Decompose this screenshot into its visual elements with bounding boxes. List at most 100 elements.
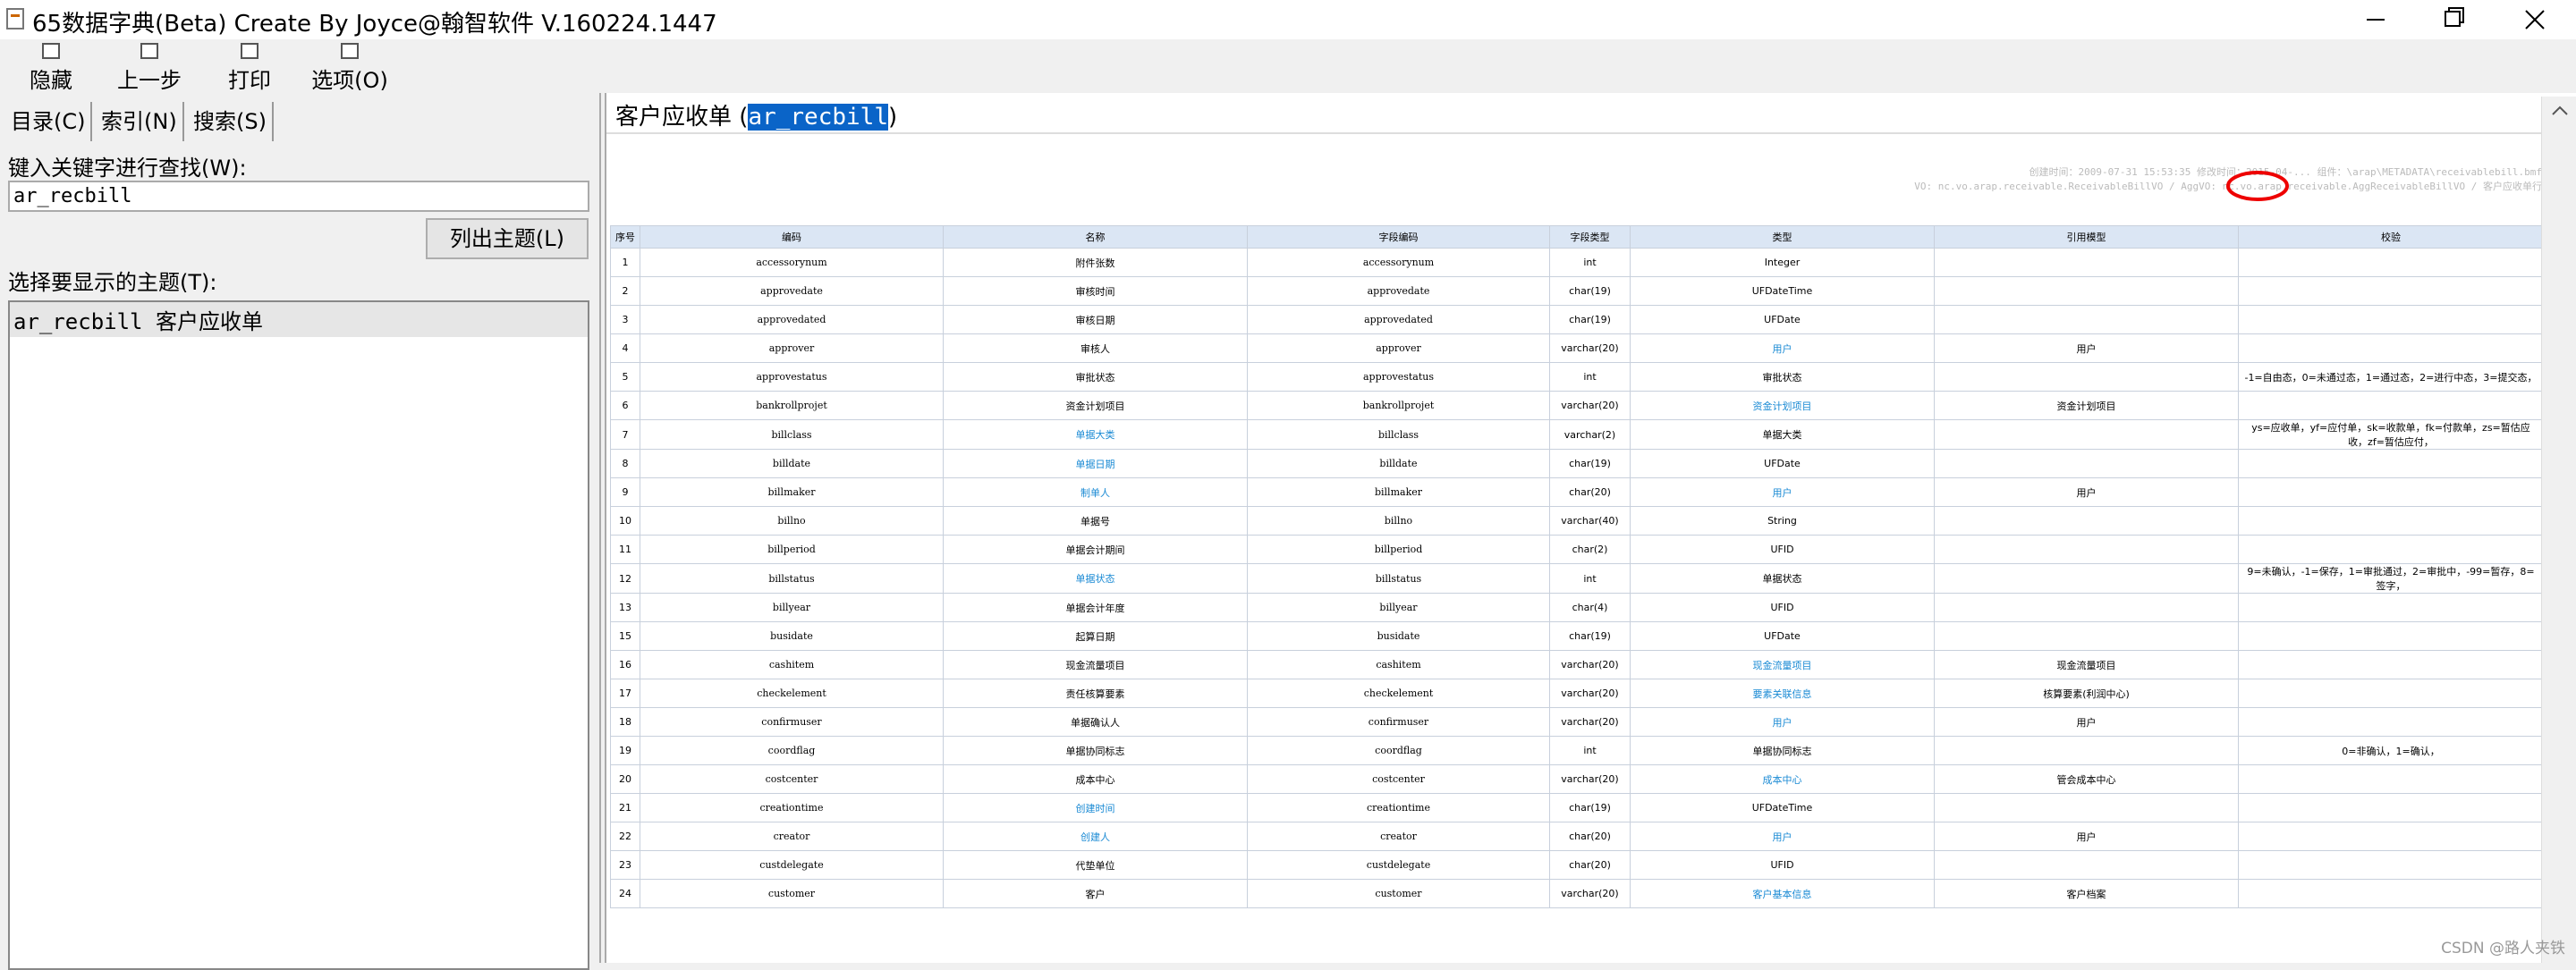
table-cell: approvedate [640, 276, 944, 306]
toolbar-label: 打印 [228, 68, 271, 93]
table-row: 11 billperiod 单据会计期间 billperiod char(2) UFID [610, 535, 2544, 564]
table-cell: 20 [610, 764, 640, 794]
table-cell: 10 [610, 506, 640, 536]
table-row: 6 bankrollprojet 资金计划项目 bankrollprojet varch… [610, 391, 2544, 420]
table-cell[interactable]: 资金计划项目 [1630, 391, 1935, 420]
header-cell: 编码 [640, 225, 944, 249]
table-cell: billclass [640, 419, 944, 450]
table-cell: 起算日期 [943, 621, 1248, 651]
table-cell: varchar(2) [1549, 419, 1631, 450]
tab[interactable]: 索引(N) [96, 102, 184, 141]
table-cell: 24 [610, 879, 640, 908]
table-cell [2238, 535, 2544, 564]
list-button[interactable]: 列出主题(L) [426, 218, 589, 259]
table-cell[interactable]: 单据大类 [943, 419, 1248, 450]
table-cell: char(20) [1549, 822, 1631, 851]
toolbar-button[interactable]: 选项(O) [305, 43, 394, 94]
table-cell: 代垫单位 [943, 850, 1248, 880]
table-cell: varchar(20) [1549, 679, 1631, 708]
table-cell: accessorynum [1247, 248, 1550, 277]
scrollbar[interactable] [2541, 97, 2576, 963]
table-cell: 2 [610, 276, 640, 306]
table-cell [1934, 793, 2239, 822]
table-cell: UFID [1630, 593, 1935, 622]
table-cell: 5 [610, 362, 640, 392]
table-cell [1934, 593, 2239, 622]
table-cell: 用户 [1934, 333, 2239, 363]
table-cell: approvedated [640, 305, 944, 334]
table-cell: billmaker [640, 477, 944, 507]
table-cell: 单据状态 [1630, 563, 1935, 594]
table-cell: checkelement [640, 679, 944, 708]
table-cell [2238, 621, 2544, 651]
toolbar-button[interactable]: 上一步 [105, 43, 194, 94]
content-panel: 客户应收单 (ar_recbill) 创建时间：2009-07-31 15:53… [605, 93, 2576, 963]
table-cell[interactable]: 创建人 [943, 822, 1248, 851]
table-cell: char(19) [1549, 449, 1631, 478]
table-row: 9 billmaker 制单人 billmaker char(20) 用户 用户 [610, 477, 2544, 507]
tab[interactable]: 搜索(S) [188, 102, 274, 141]
topic-item[interactable]: ar_recbill 客户应收单 [10, 302, 588, 337]
table-cell[interactable]: 成本中心 [1630, 764, 1935, 794]
toolbar-icon [140, 43, 158, 59]
search-label: 键入关键字进行查找(W): [8, 156, 247, 181]
table-cell[interactable]: 现金流量项目 [1630, 650, 1935, 679]
table-cell: confirmuser [640, 707, 944, 737]
table-cell [2238, 449, 2544, 478]
table-cell [2238, 822, 2544, 851]
scroll-up[interactable] [2542, 97, 2576, 123]
toolbar-icon [241, 43, 258, 59]
table-cell: costcenter [640, 764, 944, 794]
table-cell [2238, 333, 2544, 363]
table-cell [1934, 563, 2239, 594]
table-cell[interactable]: 客户基本信息 [1630, 879, 1935, 908]
table-cell[interactable]: 单据日期 [943, 449, 1248, 478]
table-cell: 12 [610, 563, 640, 594]
search-input[interactable]: ar_recbill [8, 181, 589, 212]
table-cell: billyear [1247, 593, 1550, 622]
table-cell[interactable]: 单据状态 [943, 563, 1248, 594]
table-row: 12 billstatus 单据状态 billstatus int 单据状态 9=未确认，-… [610, 563, 2544, 594]
table-cell: billperiod [1247, 535, 1550, 564]
table-cell: char(20) [1549, 850, 1631, 880]
table-cell: creator [1247, 822, 1550, 851]
tab[interactable]: 目录(C) [5, 102, 93, 141]
table-row: 3 approvedated 审核日期 approvedated char(19) UFD… [610, 305, 2544, 334]
table-cell: 现金流量项目 [943, 650, 1248, 679]
table-cell: approvestatus [640, 362, 944, 392]
table-cell: 0=非确认，1=确认， [2238, 736, 2544, 765]
table-cell [1934, 535, 2239, 564]
table-cell: char(19) [1549, 276, 1631, 306]
window-controls[interactable] [2343, 0, 2576, 39]
table-cell: int [1549, 563, 1631, 594]
toolbar-button[interactable]: 打印 [205, 43, 294, 94]
table-cell: 核算要素(利润中心) [1934, 679, 2239, 708]
table-cell: UFDateTime [1630, 793, 1935, 822]
table-cell: 责任核算要素 [943, 679, 1248, 708]
table-cell: billdate [1247, 449, 1550, 478]
table-cell: billyear [640, 593, 944, 622]
table-cell: 用户 [1934, 822, 2239, 851]
table-cell: billstatus [1247, 563, 1550, 594]
table-cell: UFDate [1630, 305, 1935, 334]
toolbar-button[interactable]: 隐藏 [6, 43, 96, 94]
table-row: 23 custdelegate 代垫单位 custdelegate char(20) UF… [610, 850, 2544, 880]
table-cell: 7 [610, 419, 640, 450]
table-cell: 21 [610, 793, 640, 822]
table-row: 10 billno 单据号 billno varchar(40) String [610, 506, 2544, 536]
table-cell: confirmuser [1247, 707, 1550, 737]
table-cell: int [1549, 362, 1631, 392]
table-cell[interactable]: 创建时间 [943, 793, 1248, 822]
table-cell[interactable]: 用户 [1630, 333, 1935, 363]
table-cell: 17 [610, 679, 640, 708]
table-cell[interactable]: 用户 [1630, 707, 1935, 737]
table-cell: 用户 [1934, 477, 2239, 507]
table-cell[interactable]: 要素关联信息 [1630, 679, 1935, 708]
table-cell[interactable]: 用户 [1630, 822, 1935, 851]
table-cell [1934, 506, 2239, 536]
header-cell: 名称 [943, 225, 1248, 249]
table-cell[interactable]: 用户 [1630, 477, 1935, 507]
table-cell: 单据号 [943, 506, 1248, 536]
table-cell[interactable]: 制单人 [943, 477, 1248, 507]
header-cell: 引用模型 [1934, 225, 2239, 249]
